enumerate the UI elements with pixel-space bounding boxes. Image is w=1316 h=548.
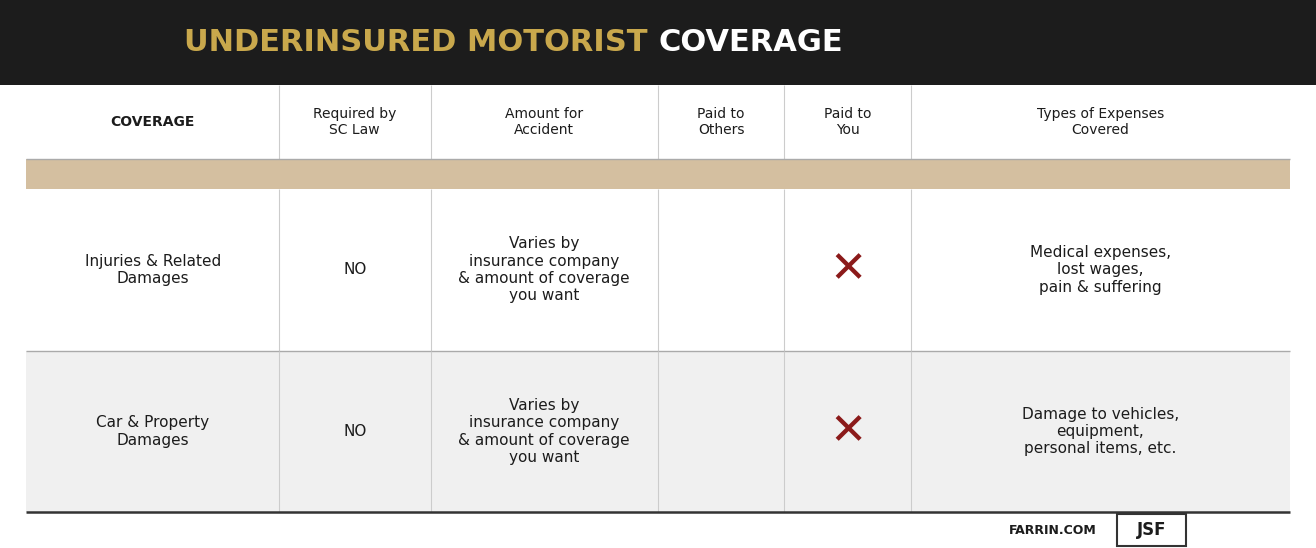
FancyBboxPatch shape <box>1117 514 1186 546</box>
Bar <box>26 159 1290 189</box>
Text: COVERAGE: COVERAGE <box>658 28 842 57</box>
Text: FARRIN.COM: FARRIN.COM <box>1009 524 1096 536</box>
Text: Paid to
You: Paid to You <box>824 107 871 137</box>
Text: COVERAGE: COVERAGE <box>111 115 195 129</box>
Text: Paid to
Others: Paid to Others <box>697 107 745 137</box>
Text: Varies by
insurance company
& amount of coverage
you want: Varies by insurance company & amount of … <box>458 398 630 465</box>
Bar <box>26 351 1290 512</box>
Text: Required by
SC Law: Required by SC Law <box>313 107 396 137</box>
Text: NO: NO <box>343 424 366 439</box>
Text: Amount for
Accident: Amount for Accident <box>505 107 583 137</box>
Text: Car & Property
Damages: Car & Property Damages <box>96 415 209 448</box>
Text: Varies by
insurance company
& amount of coverage
you want: Varies by insurance company & amount of … <box>458 236 630 304</box>
Bar <box>26 85 1290 159</box>
Text: NO: NO <box>343 262 366 277</box>
Text: Medical expenses,
lost wages,
pain & suffering: Medical expenses, lost wages, pain & suf… <box>1029 245 1171 295</box>
Text: Types of Expenses
Covered: Types of Expenses Covered <box>1037 107 1163 137</box>
Text: JSF: JSF <box>1137 521 1166 539</box>
Text: UNDERINSURED MOTORIST: UNDERINSURED MOTORIST <box>184 28 658 57</box>
Text: ✕: ✕ <box>829 410 866 453</box>
Bar <box>0 0 1316 85</box>
Text: ✕: ✕ <box>829 248 866 292</box>
Bar <box>26 189 1290 351</box>
Bar <box>0 512 1316 548</box>
Text: Damage to vehicles,
equipment,
personal items, etc.: Damage to vehicles, equipment, personal … <box>1021 407 1179 456</box>
Text: Injuries & Related
Damages: Injuries & Related Damages <box>84 254 221 286</box>
